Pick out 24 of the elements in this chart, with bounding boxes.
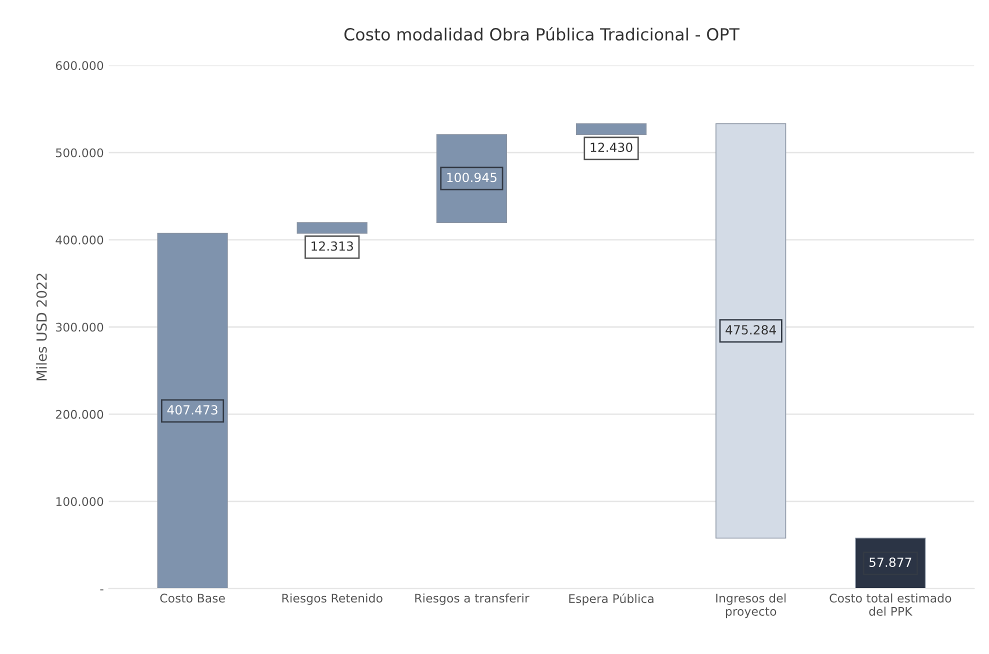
- y-tick-label: 300.000: [56, 322, 104, 332]
- y-tick-label: 200.000: [56, 410, 104, 419]
- x-tick-label: Espera Pública: [569, 593, 654, 606]
- data-label: 12.313: [312, 241, 353, 251]
- y-tick-label: 500.000: [56, 148, 104, 158]
- bar: [716, 123, 786, 539]
- bar: [576, 123, 647, 135]
- x-tick-label: Riesgos Retenido: [282, 593, 382, 605]
- y-tick-label: -: [100, 589, 104, 590]
- data-label: 12.430: [590, 142, 632, 152]
- data-label: 57.877: [870, 558, 912, 567]
- chart-title: Costo modalidad Obra Pública Tradicional - OPT: [344, 27, 740, 41]
- x-tick-label: Costo total estimado del PPK: [830, 593, 952, 616]
- bar: [157, 232, 228, 589]
- y-tick-label: 400.000: [56, 236, 104, 244]
- x-tick-label: Costo Base: [160, 594, 225, 603]
- x-tick-label: Ingresos del proyecto: [716, 593, 786, 618]
- data-label: 475.284: [726, 325, 776, 335]
- y-tick-label: 600.000: [56, 61, 104, 70]
- y-tick-label: 100.000: [56, 497, 104, 506]
- x-tick-label: Riesgos a transferir: [415, 593, 530, 605]
- data-label: 100.945: [447, 172, 496, 182]
- data-label: 407.473: [167, 405, 218, 415]
- y-axis-title: Miles USD 2022: [36, 274, 47, 380]
